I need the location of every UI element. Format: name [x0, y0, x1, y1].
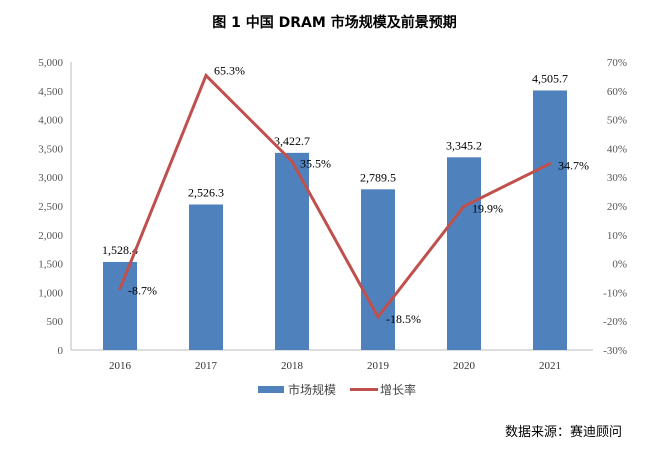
right-tick-label: -20%	[603, 316, 627, 328]
left-tick-label: 2,500	[38, 201, 63, 213]
bar-data-label: 3,422.7	[274, 134, 310, 148]
growth-line	[118, 72, 551, 320]
bar-data-label: 2,526.3	[188, 185, 224, 199]
bar	[189, 204, 223, 350]
right-tick-label: 60%	[607, 86, 627, 98]
bar	[275, 152, 309, 350]
left-tick-label: 3,000	[38, 172, 63, 184]
line-point	[118, 287, 122, 291]
left-tick-label: 0	[58, 345, 64, 357]
x-tick-label: 2021	[539, 360, 561, 372]
legend-label-bar: 市场规模	[288, 383, 337, 397]
left-tick-label: 1,500	[38, 259, 63, 271]
bar	[103, 261, 137, 350]
left-tick-label: 4,500	[38, 86, 63, 98]
line-data-label: -18.5%	[386, 312, 421, 326]
line-point	[462, 204, 466, 208]
right-tick-label: 30%	[607, 172, 627, 184]
x-tick-label: 2019	[367, 360, 390, 372]
bar-data-label: 1,528.4	[102, 243, 138, 257]
right-tick-label: 10%	[607, 230, 627, 242]
x-tick-label: 2018	[281, 360, 304, 372]
line-point	[548, 162, 552, 166]
right-tick-label: 50%	[607, 115, 627, 127]
right-tick-label: 70%	[607, 57, 627, 69]
line-data-label: 19.9%	[472, 201, 503, 215]
left-tick-label: 3,500	[38, 143, 63, 155]
bar-data-label: 3,345.2	[446, 138, 482, 152]
x-tick-label: 2017	[195, 360, 218, 372]
left-tick-label: 5,000	[38, 57, 63, 69]
right-tick-label: 0%	[612, 259, 627, 271]
bar	[361, 189, 395, 350]
bar	[447, 157, 481, 350]
line-point	[290, 159, 294, 163]
line-point	[376, 315, 380, 319]
bar-data-label: 2,789.5	[360, 170, 396, 184]
right-tick-label: -30%	[603, 345, 627, 357]
line-data-label: -8.7%	[128, 284, 157, 298]
bar	[533, 90, 567, 350]
bar-data-label: 4,505.7	[532, 71, 568, 85]
source-note: 数据来源：赛迪顾问	[505, 425, 623, 440]
left-tick-label: 500	[47, 316, 64, 328]
left-tick-label: 2,000	[38, 230, 63, 242]
legend: 市场规模 增长率	[258, 381, 416, 398]
left-tick-label: 1,000	[38, 287, 63, 299]
right-tick-label: 20%	[607, 201, 627, 213]
legend-swatch-line	[350, 388, 379, 391]
left-tick-label: 4,000	[38, 115, 63, 127]
line-point	[204, 74, 208, 78]
right-tick-label: -10%	[603, 287, 627, 299]
right-tick-label: 40%	[607, 143, 627, 155]
chart-title: 图 1 中国 DRAM 市场规模及前景预期	[212, 15, 457, 31]
line-data-label: 35.5%	[300, 156, 331, 170]
x-tick-label: 2016	[109, 360, 132, 372]
line-data-label: 65.3%	[214, 64, 245, 78]
line-data-label: 34.7%	[558, 159, 589, 173]
legend-label-line: 增长率	[380, 383, 417, 397]
legend-swatch-bar	[258, 386, 284, 393]
x-tick-label: 2020	[453, 360, 476, 372]
